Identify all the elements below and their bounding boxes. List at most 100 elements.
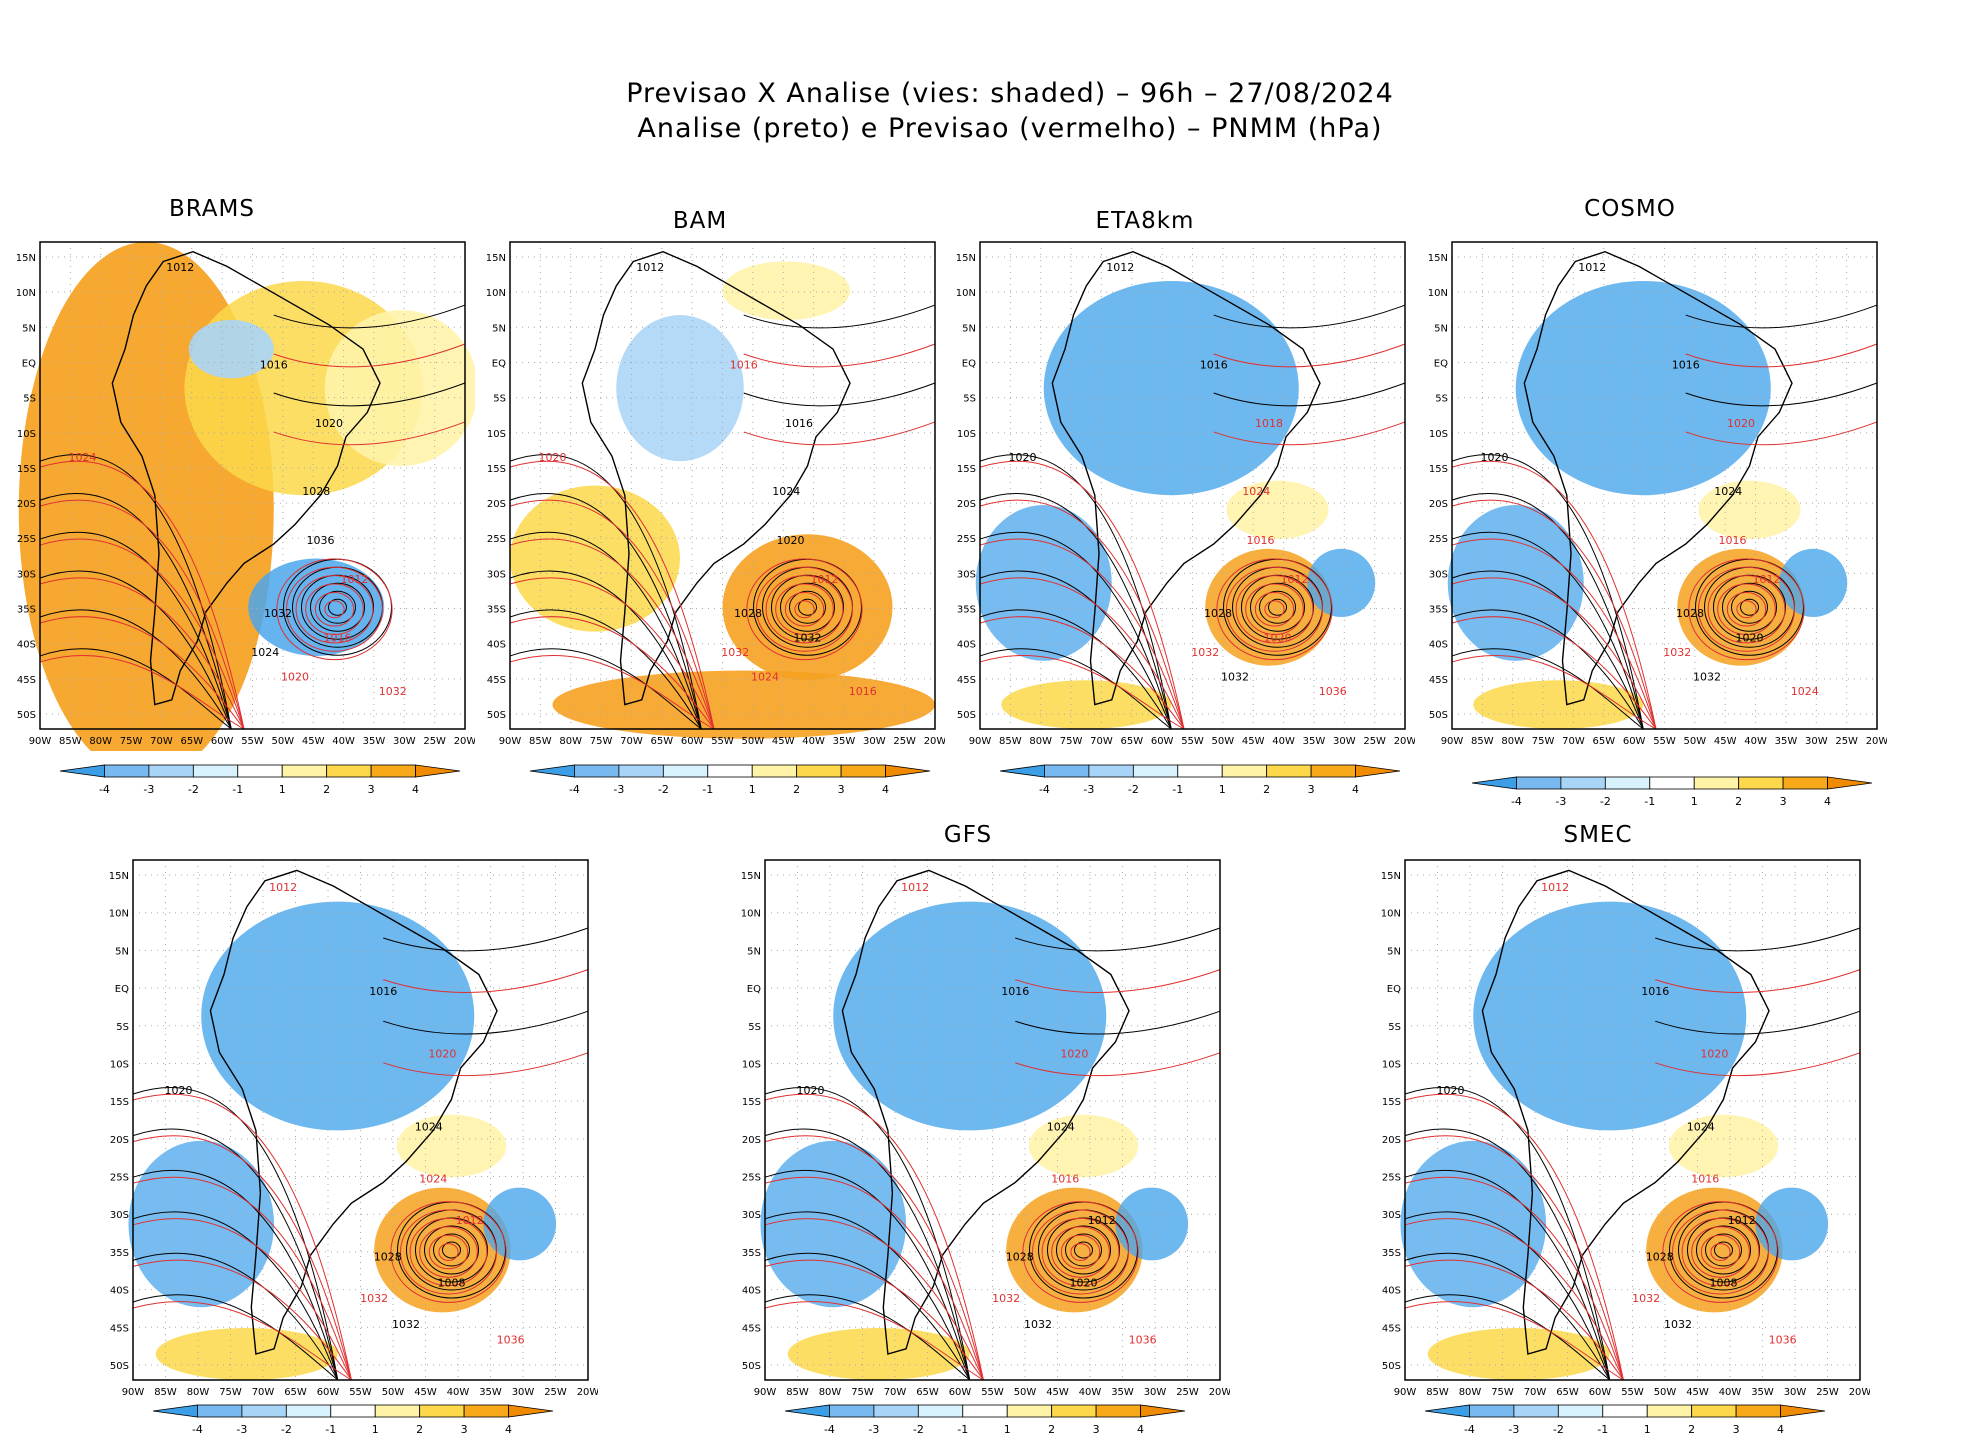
forecast-isobar [132, 1135, 352, 1381]
forecast-isobar [764, 1135, 984, 1381]
isobar-label: 1032 [1693, 670, 1721, 683]
lat-tick-label: 30S [1429, 569, 1448, 580]
lon-tick-label: 70W [884, 1387, 907, 1398]
analysis-isobar [328, 598, 347, 616]
forecast-isobar [775, 583, 834, 635]
colorbar-tick-label: -4 [99, 783, 110, 796]
forecast-isobar [1685, 421, 1878, 446]
lat-tick-label: 50S [1429, 710, 1448, 721]
lat-tick-label: 25S [957, 534, 976, 545]
analysis-isobar [1451, 570, 1644, 730]
isobar-label: 1020 [1481, 451, 1509, 464]
lat-tick-label: 5N [22, 323, 36, 334]
forecast-isobar [1736, 600, 1757, 619]
map-frame [764, 859, 1221, 1381]
forecast-isobar [1451, 577, 1657, 730]
analysis-isobar [1685, 304, 1878, 329]
lon-tick-label: 85W [154, 1387, 177, 1398]
lon-tick-label: 55W [1181, 736, 1204, 747]
forecast-isobar [1662, 1201, 1779, 1303]
forecast-isobar [1691, 1226, 1750, 1278]
colorbar-swatch [419, 1404, 465, 1418]
forecast-isobar [1051, 1226, 1110, 1278]
lon-tick-label: 20W [1209, 1387, 1230, 1398]
colorbar-tick-label: -2 [913, 1423, 924, 1436]
colorbar-swatch [618, 764, 664, 778]
forecast-isobar [1022, 1201, 1139, 1303]
lon-tick-label: 85W [529, 736, 552, 747]
isobar-label: 1028 [374, 1250, 402, 1263]
isobar-label: 1012 [456, 1214, 484, 1227]
lat-tick-label: 45S [487, 675, 506, 686]
isobar-label: 1012 [1088, 1214, 1116, 1227]
isobar-label: 1020 [1264, 631, 1292, 644]
isobar-label: 1020 [281, 670, 309, 683]
forecast-isobar [765, 575, 844, 644]
lon-tick-label: 30W [393, 736, 416, 747]
map-plot: 1012101610161020102410281020101210321024… [486, 241, 945, 747]
colorbar-tick-label: -1 [702, 783, 713, 796]
lon-tick-label: 65W [1120, 736, 1143, 747]
colorbar-swatch [370, 764, 416, 778]
colorbar-swatch [463, 1404, 509, 1418]
lat-tick-label: 10S [1429, 429, 1448, 440]
forecast-isobar [1451, 499, 1657, 730]
lon-tick-label: 50W [1212, 736, 1235, 747]
forecast-isobar [286, 566, 383, 652]
forecast-isobar [400, 1209, 497, 1295]
isobar-label: 1028 [1676, 607, 1704, 620]
forecast-isobar [764, 1093, 984, 1381]
colorbar-tick-label: 2 [1263, 783, 1270, 796]
lon-tick-label: 55W [981, 1387, 1004, 1398]
lat-tick-label: 5S [1435, 394, 1448, 405]
colorbar-swatch [999, 764, 1045, 778]
isobar-label: 1020 [428, 1048, 456, 1061]
analysis-isobar [39, 609, 232, 730]
colorbar-swatch [1649, 776, 1695, 790]
forecast-isobar [979, 499, 1185, 730]
lon-tick-label: 50W [382, 1387, 405, 1398]
bias-shading [616, 315, 744, 462]
forecast-isobar [390, 1201, 507, 1303]
colorbar-tick-label: 4 [1137, 1423, 1144, 1436]
colorbar-swatch [326, 764, 372, 778]
isobar-label: 1020 [1070, 1276, 1098, 1289]
lon-tick-label: 45W [1714, 736, 1737, 747]
isobar-label: 1024 [419, 1172, 447, 1185]
colorbar-swatch [1469, 1404, 1515, 1418]
lon-tick-label: 65W [1592, 736, 1615, 747]
map-frame [39, 241, 466, 730]
colorbar-tick-label: -4 [192, 1423, 203, 1436]
colorbar-swatch [1221, 764, 1268, 778]
colorbar-tick-label: 1 [1004, 1423, 1011, 1436]
lon-tick-label: 85W [999, 736, 1022, 747]
lon-tick-label: 30W [512, 1387, 535, 1398]
forecast-isobar [39, 655, 245, 730]
analysis-isobar [1213, 382, 1406, 407]
lon-tick-label: 85W [786, 1387, 809, 1398]
colorbar-swatch [1513, 1404, 1559, 1418]
colorbar-swatch [873, 1404, 919, 1418]
forecast-isobar [324, 600, 345, 619]
panel-title: COSMO [1584, 196, 1676, 222]
colorbar-tick-label: 2 [1735, 795, 1742, 808]
colorbar-swatch [1604, 776, 1651, 790]
forecast-isobar [764, 1176, 984, 1381]
isobar-label: 1020 [1437, 1084, 1465, 1097]
isobar-label: 1028 [302, 485, 330, 498]
continent-outline [841, 869, 1130, 1355]
forecast-isobar [979, 577, 1185, 730]
isobar-label: 1024 [415, 1120, 443, 1133]
lat-tick-label: 25S [110, 1173, 129, 1184]
colorbar-tick-label: -3 [1508, 1423, 1519, 1436]
colorbar-tick-label: 1 [1691, 795, 1698, 808]
analysis-isobar [1685, 382, 1878, 407]
lon-tick-label: 60W [681, 736, 704, 747]
analysis-isobar [39, 492, 232, 730]
forecast-isobar [1245, 583, 1304, 635]
lon-tick-label: 35W [833, 736, 856, 747]
colorbar-swatch [1782, 776, 1828, 790]
forecast-isobar [305, 583, 364, 635]
lat-tick-label: EQ [1434, 358, 1448, 369]
colorbar-swatch [1095, 1404, 1141, 1418]
